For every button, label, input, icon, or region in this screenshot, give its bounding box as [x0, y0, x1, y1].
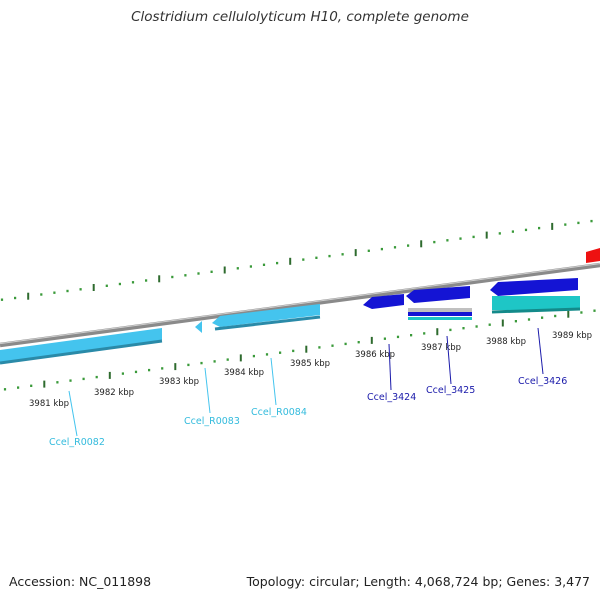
leader-line [388, 343, 392, 391]
gene-label-ccel-r0082[interactable]: Ccel_R0082 [49, 437, 105, 448]
feature-underlay-teal [408, 317, 472, 320]
leader-line [537, 327, 544, 375]
feature-offscreen-red[interactable] [586, 248, 600, 263]
feature-arrow[interactable] [195, 321, 202, 333]
feature-ccel-r0084[interactable] [212, 304, 321, 331]
feature-underlay [408, 312, 472, 316]
feature-shadow [214, 315, 321, 331]
leader-line [68, 390, 78, 437]
feature-ccel-3424[interactable] [363, 294, 404, 309]
genome-summary: Topology: circular; Length: 4,068,724 bp… [246, 574, 590, 589]
feature-ccel-r0083[interactable] [195, 321, 202, 333]
feature-arrow[interactable] [490, 278, 578, 296]
scale-label: 3984 kbp [224, 368, 264, 378]
feature-ccel-r0082[interactable] [0, 328, 163, 365]
lower-tick-track [3, 309, 596, 391]
scale-label: 3982 kbp [94, 388, 134, 398]
genome-title: Clostridium cellulolyticum H10, complete… [131, 9, 469, 25]
upper-tick-track [0, 219, 593, 301]
scale-label: 3989 kbp [552, 331, 592, 341]
gene-label-ccel-r0083[interactable]: Ccel_R0083 [184, 416, 240, 427]
feature-arrow[interactable] [363, 294, 404, 309]
feature-arrow[interactable] [212, 304, 320, 327]
gene-label-ccel-r0084[interactable]: Ccel_R0084 [251, 407, 307, 418]
feature-shadow [408, 308, 472, 312]
scale-label: 3985 kbp [290, 359, 330, 369]
feature-underlay-teal [492, 296, 580, 310]
accession-label: Accession: NC_011898 [9, 574, 152, 589]
genome-backbone-highlight [0, 263, 600, 345]
scale-label: 3987 kbp [421, 343, 461, 353]
genome-backbone [0, 262, 600, 348]
scale-label: 3981 kbp [29, 399, 69, 409]
feature-ccel-3425[interactable] [406, 286, 472, 320]
gene-label-ccel-3424[interactable]: Ccel_3424 [367, 392, 416, 403]
gene-label-ccel-3425[interactable]: Ccel_3425 [426, 385, 475, 396]
feature-arrow[interactable] [586, 248, 600, 263]
feature-arrow[interactable] [0, 328, 162, 362]
feature-arrow[interactable] [406, 286, 470, 303]
scale-label: 3988 kbp [486, 337, 526, 347]
feature-ccel-3426[interactable] [490, 278, 581, 314]
feature-shadow [0, 339, 163, 365]
leader-line [446, 335, 452, 385]
leader-lines [68, 327, 544, 437]
scale-labels: 3981 kbp 3982 kbp 3983 kbp 3984 kbp 3985… [29, 331, 592, 409]
gene-label-ccel-3426[interactable]: Ccel_3426 [518, 376, 567, 387]
scale-label: 3986 kbp [355, 350, 395, 360]
leader-line [204, 367, 211, 414]
scale-label: 3983 kbp [159, 377, 199, 387]
leader-line [270, 357, 277, 406]
gene-labels: Ccel_R0082 Ccel_R0083 Ccel_R0084 Ccel_34… [49, 376, 567, 448]
feature-shadow [491, 307, 581, 314]
